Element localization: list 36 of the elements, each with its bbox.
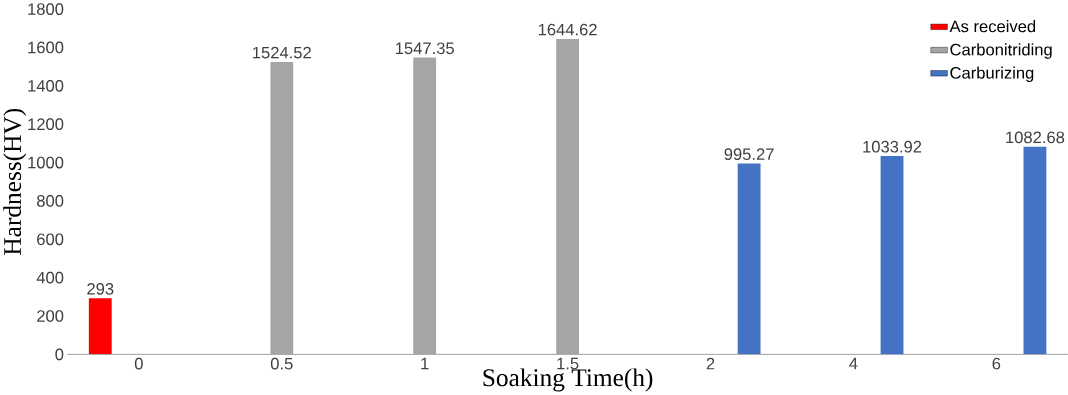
y-tick-label: 1000 [28, 156, 64, 169]
x-tick-label: 6 [992, 357, 1001, 370]
legend-label: Carburizing [950, 66, 1034, 83]
bar [88, 298, 112, 355]
y-tick-label: 1200 [28, 118, 64, 131]
y-tick-label: 800 [37, 195, 64, 207]
data-label: 1547.35 [396, 42, 454, 55]
y-tick-label: 1400 [28, 80, 64, 92]
x-tick-label: 0 [134, 357, 143, 370]
bar [1023, 146, 1047, 355]
bar [880, 156, 904, 355]
data-label: 293 [87, 283, 114, 295]
data-label: 995.27 [724, 148, 774, 161]
y-tick-label: 0 [55, 348, 64, 361]
x-tick-label: 4 [849, 357, 858, 370]
x-tick-label: 1.5 [557, 357, 579, 370]
data-label: 1082.68 [1006, 131, 1065, 144]
legend-label: Carbonitriding [950, 43, 1052, 59]
data-label: 1524.52 [253, 46, 311, 59]
x-tick-label: 1 [421, 357, 429, 370]
y-tick-label: 200 [37, 310, 64, 322]
data-label: 1644.62 [538, 23, 597, 36]
x-axis-title: Soaking Time(h) [483, 368, 653, 392]
y-axis-title: Hardness(HV) [3, 109, 27, 256]
bar [270, 62, 294, 355]
x-tick-label: 2 [706, 357, 715, 370]
y-tick-label: 1800 [28, 3, 64, 16]
y-tick-label: 1600 [28, 41, 64, 54]
x-tick-label: 0.5 [270, 357, 293, 370]
data-label: 1033.92 [863, 140, 922, 153]
bar [737, 163, 761, 355]
legend-label: As received [949, 20, 1036, 33]
bar [413, 57, 437, 355]
y-tick-label: 600 [37, 233, 64, 246]
bar [556, 39, 580, 355]
y-tick-label: 400 [36, 271, 64, 284]
